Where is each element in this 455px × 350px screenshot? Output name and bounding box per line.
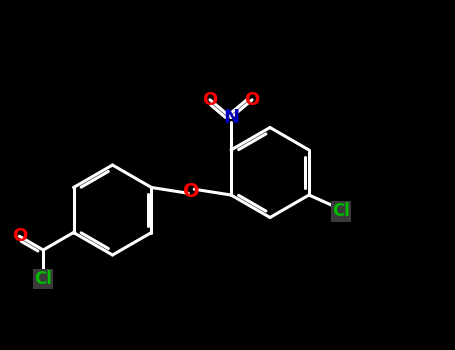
Text: O: O bbox=[183, 182, 200, 201]
Text: Cl: Cl bbox=[332, 202, 350, 220]
Text: N: N bbox=[223, 108, 239, 127]
Text: O: O bbox=[202, 91, 217, 109]
Text: O: O bbox=[244, 91, 260, 109]
Text: Cl: Cl bbox=[34, 270, 52, 288]
Text: O: O bbox=[12, 227, 27, 245]
